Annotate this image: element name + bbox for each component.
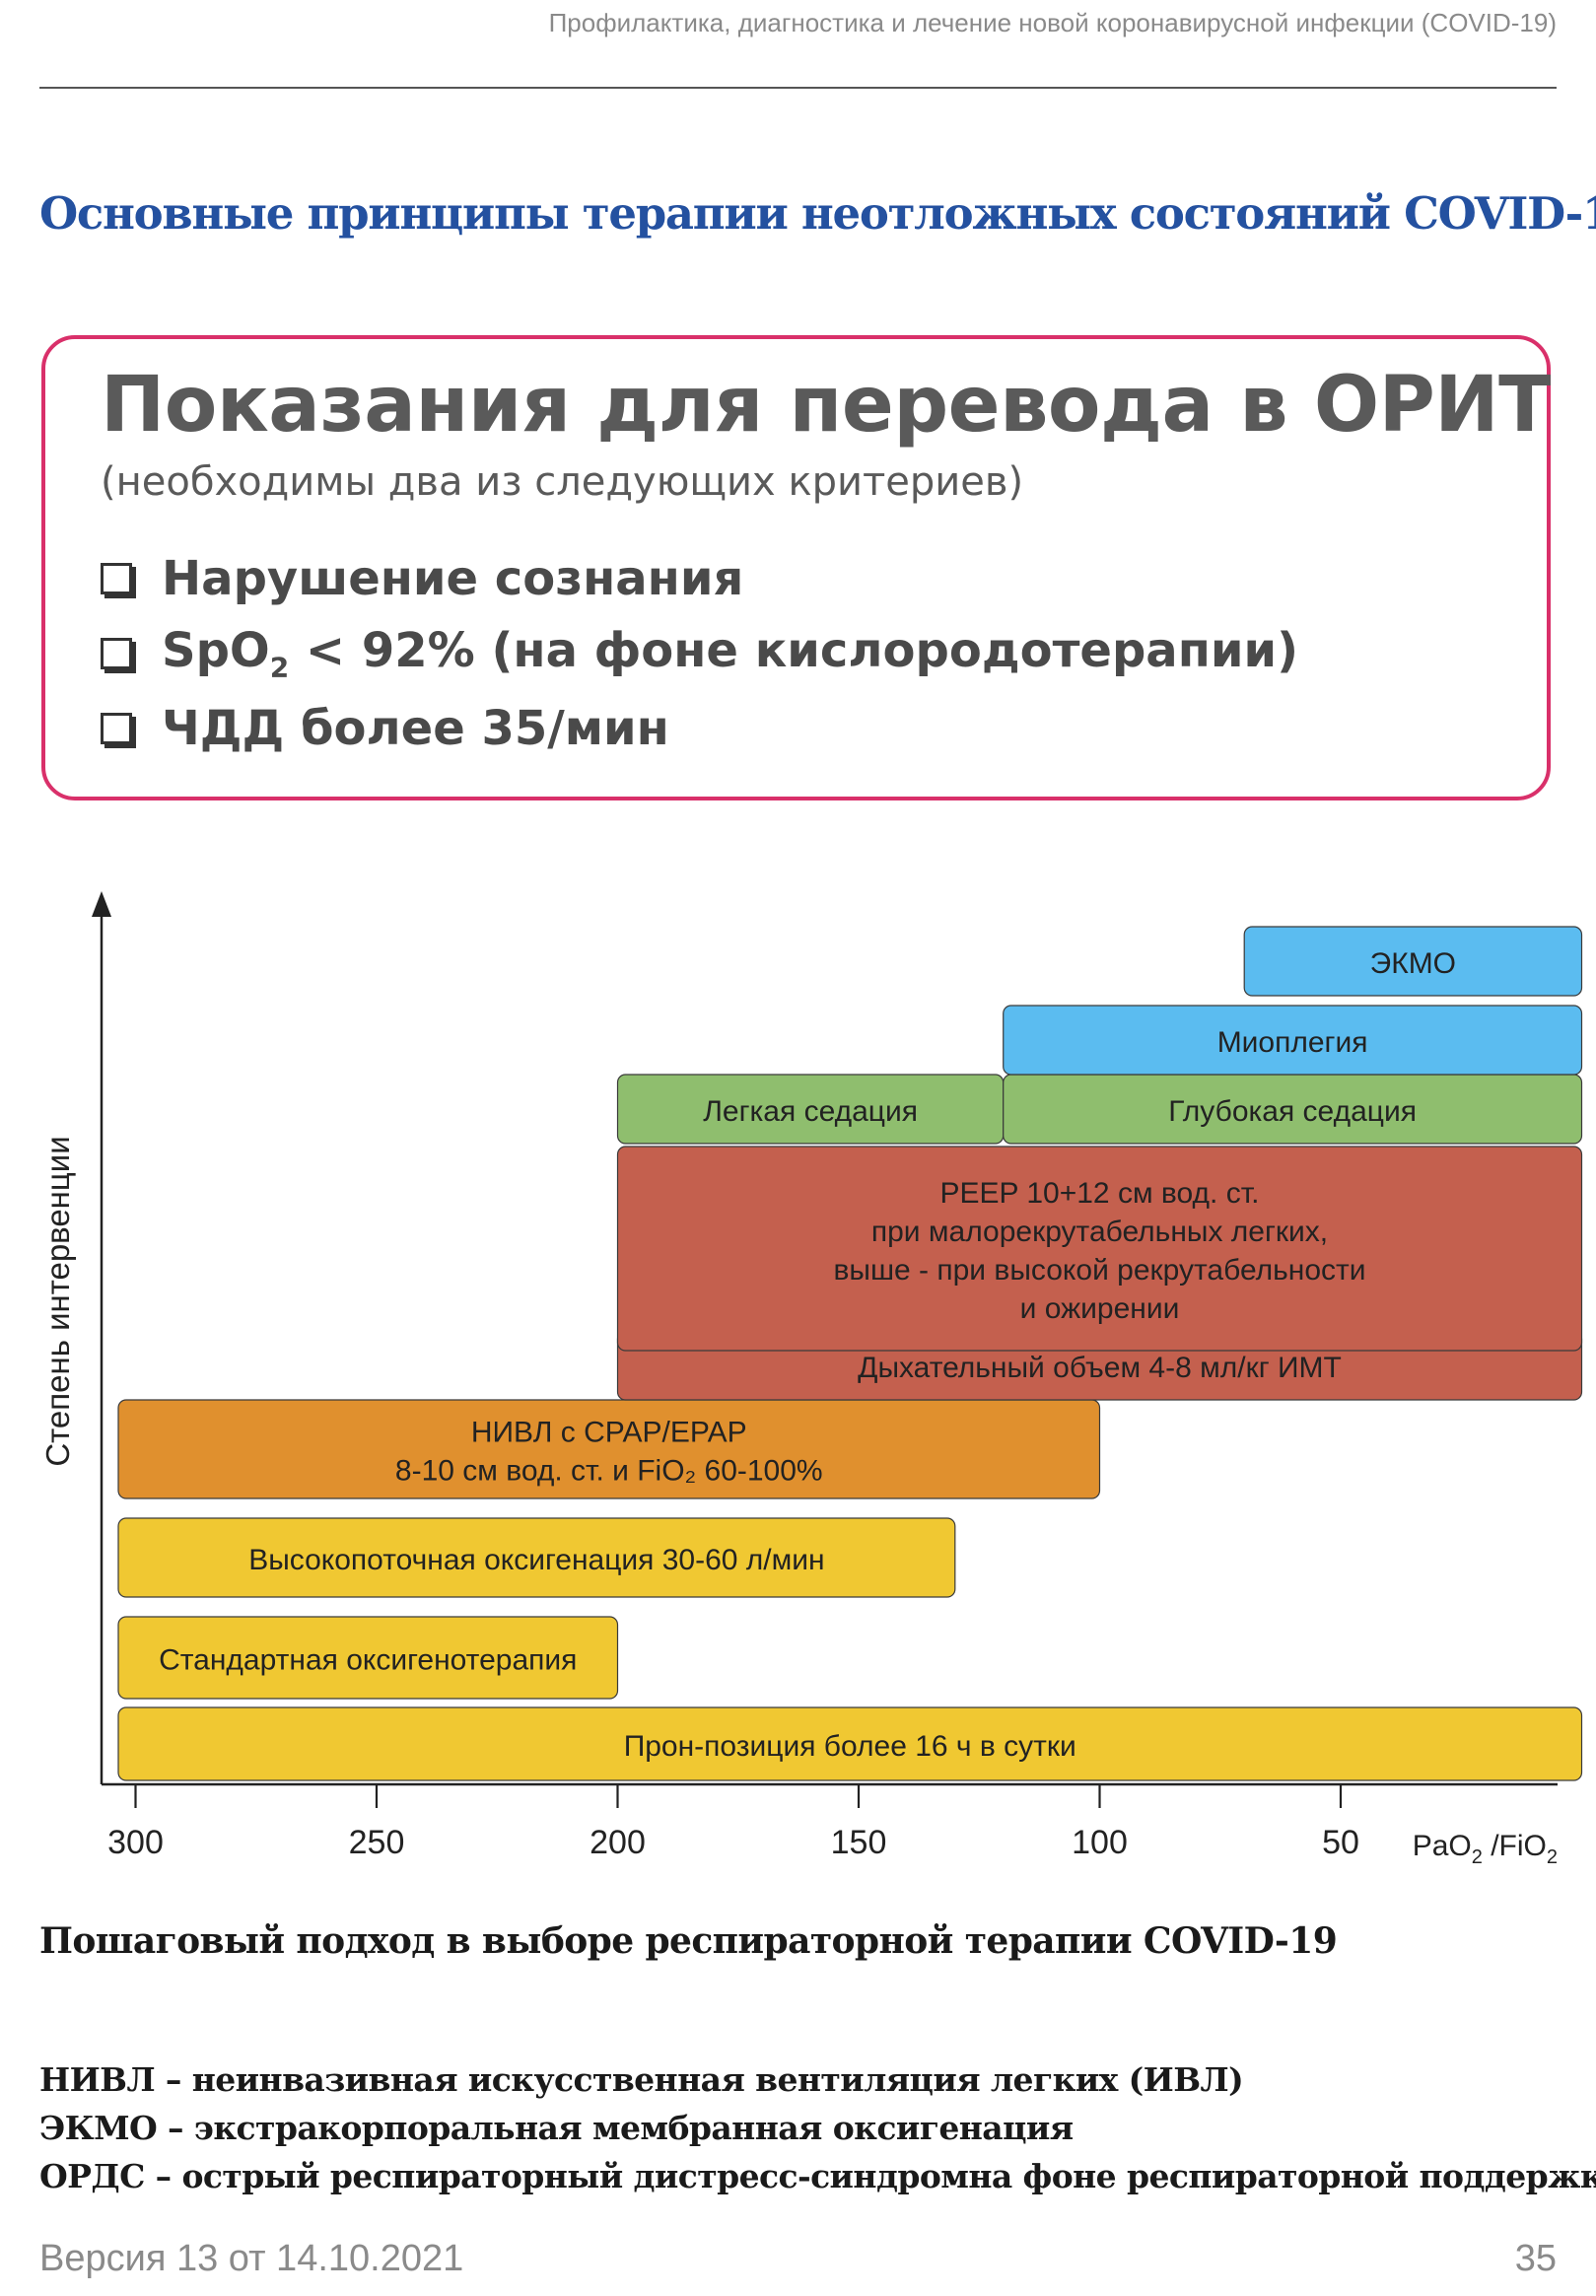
icu-criteria-list: Нарушение сознания SpO2 < 92% (на фоне к… [101,541,1298,766]
chart-bar: Миоплегия [1003,1005,1583,1076]
bar-rect [616,1146,1583,1352]
x-tick-label: 300 [107,1824,164,1861]
bar-rect [117,1706,1583,1781]
bar-label: Глубокая седация [1168,1095,1417,1128]
chart-bar: Стандартная оксигенотерапия [117,1616,619,1700]
abbreviation-item: ЭКМО – экстракорпоральная мембранная окс… [39,2109,1074,2147]
footer-version: Версия 13 от 14.10.2021 [39,2238,464,2279]
criterion-item: Нарушение сознания [101,541,1298,616]
criterion-text: SpO2 < 92% (на фоне кислородотерапии) [162,623,1299,684]
page-number: 35 [1514,2238,1557,2279]
icu-criteria-box: Показания для перевода в ОРИТ (необходим… [41,335,1551,800]
chart-bar: PEEP 10+12 см вод. ст. при малорекрутабел… [616,1146,1583,1352]
bar-rect [1003,1005,1583,1076]
x-tick-label: 200 [590,1824,646,1861]
chart-axes [92,891,1558,1786]
respiratory-therapy-chart: 300 250 200 150 100 50 PaO2 /FiO2 Степень интер… [0,868,1596,1893]
figure-caption: Пошаговый подход в выборе респираторной … [39,1920,1338,1962]
chart-bar: НИВЛ с CPAP/EPAP 8-10 см вод. ст. и FiO₂ … [117,1399,1101,1499]
icu-title: Показания для перевода в ОРИТ [101,361,1551,450]
bar-label: Высокопоточная оксигенация 30-60 л/мин [248,1544,824,1576]
abbreviation-item: НИВЛ – неинвазивная искусственная вентил… [39,2060,1244,2099]
criterion-item: ЧДД более 35/мин [101,691,1298,766]
chart-bar: ЭКМО [1243,926,1583,997]
bar-label: и ожирении [1020,1292,1180,1325]
bar-label: Дыхательный объем 4-8 мл/кг ИМТ [858,1352,1342,1384]
bar-label: выше - при высокой рекрутабельности [833,1254,1365,1287]
chart-bar: Высокопоточная оксигенация 30-60 л/мин [117,1517,956,1598]
section-title: Основные принципы терапии неотложных сос… [39,187,1596,240]
icu-subtitle: (необходимы два из следующих критериев) [101,459,1024,505]
bar-rect [117,1616,619,1700]
chart-svg: 300 250 200 150 100 50 PaO2 /FiO2 Степень интер… [39,891,1583,1868]
criterion-item: SpO2 < 92% (на фоне кислородотерапии) [101,616,1298,691]
x-tick-label: 150 [831,1824,887,1861]
abbreviation-item: ОРДС – острый респираторный дистресс-син… [39,2157,1596,2195]
bar-rect [117,1517,956,1598]
bar-label: НИВЛ с CPAP/EPAP [471,1417,747,1449]
criterion-text: ЧДД более 35/мин [162,701,669,756]
bar-label: Легкая седация [703,1095,918,1128]
x-axis-label: PaO2 /FiO2 [1413,1830,1558,1868]
y-axis-label: Степень интервенции [39,1136,76,1466]
running-header: Профилактика, диагностика и лечение ново… [548,8,1557,37]
bar-rect [1243,926,1583,997]
checkbox-icon [101,563,132,594]
x-tick-label: 100 [1072,1824,1128,1861]
bar-label: Стандартная оксигенотерапия [159,1644,577,1677]
checkbox-icon [101,713,132,744]
bar-label: PEEP 10+12 см вод. ст. [940,1177,1260,1210]
header-rule [39,87,1557,89]
bar-rect [117,1399,1101,1499]
bar-label: Прон-позиция более 16 ч в сутки [624,1730,1076,1763]
chart-bar: Прон-позиция более 16 ч в сутки [117,1706,1583,1781]
y-axis-arrow-icon [92,891,111,917]
x-tick-label: 50 [1322,1824,1359,1861]
bar-label: ЭКМО [1370,947,1456,980]
criterion-text: Нарушение сознания [162,551,744,606]
abbreviations-list: НИВЛ – неинвазивная искусственная вентил… [39,2055,1596,2200]
chart-bar: Глубокая седация [1003,1074,1583,1145]
bar-label: при малорекрутабельных легких, [871,1216,1328,1248]
chart-bar: Легкая седация [616,1074,1005,1145]
bar-label: 8-10 см вод. ст. и FiO₂ 60-100% [395,1455,823,1488]
checkbox-icon [101,638,132,669]
x-tick-label: 250 [349,1824,405,1861]
bar-label: Миоплегия [1217,1026,1368,1059]
